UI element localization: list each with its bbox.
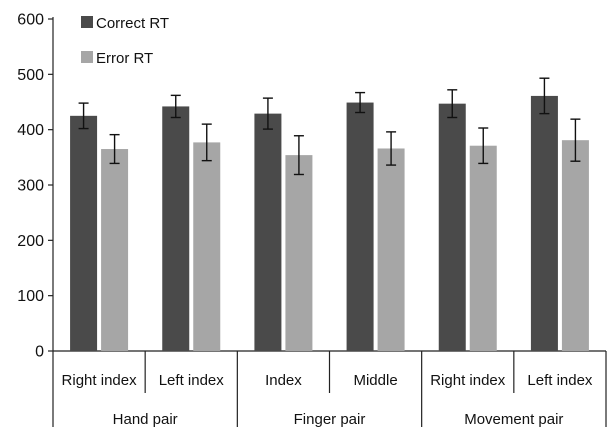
legend-swatch-correct-rt [81,16,93,28]
axes: 0 100 200 300 400 500 600 [17,12,606,361]
y-tick-label: 300 [17,178,44,195]
correct-rt-bar [438,103,466,351]
correct-rt-bar [162,106,190,351]
x-group-label: Movement pair [464,411,563,427]
y-tick-label: 100 [17,288,44,305]
x-group-label: Hand pair [113,411,178,427]
legend-label-correct-rt: Correct RT [96,15,169,32]
x-category-label: Index [265,372,302,389]
y-tick-label: 500 [17,67,44,84]
x-category-label: Right index [430,372,506,389]
error-rt-bar [377,148,405,351]
error-rt-bar [469,145,497,351]
error-rt-bar [193,142,221,351]
legend: Correct RT Error RT [81,15,169,67]
legend-swatch-error-rt [81,51,93,63]
error-rt-bar [101,149,129,351]
error-rt-bar [561,140,589,351]
x-category-label: Left index [527,372,593,389]
y-tick-label: 600 [17,12,44,29]
correct-rt-bar [254,113,282,352]
error-bars [78,77,581,176]
bars [70,95,589,352]
correct-rt-bar [346,102,374,351]
error-rt-bar [285,155,313,351]
x-group-label: Finger pair [294,411,366,427]
y-tick-label: 200 [17,233,44,250]
x-category-label: Left index [159,372,225,389]
legend-label-error-rt: Error RT [96,50,153,67]
correct-rt-bar [530,95,558,351]
y-tick-label: 0 [35,344,44,361]
x-axis-labels: Right index Left index Index Middle Right in… [52,351,607,427]
y-tick-label: 400 [17,122,44,139]
correct-rt-bar [70,115,98,351]
x-category-label: Middle [353,372,397,389]
x-category-label: Right index [62,372,138,389]
